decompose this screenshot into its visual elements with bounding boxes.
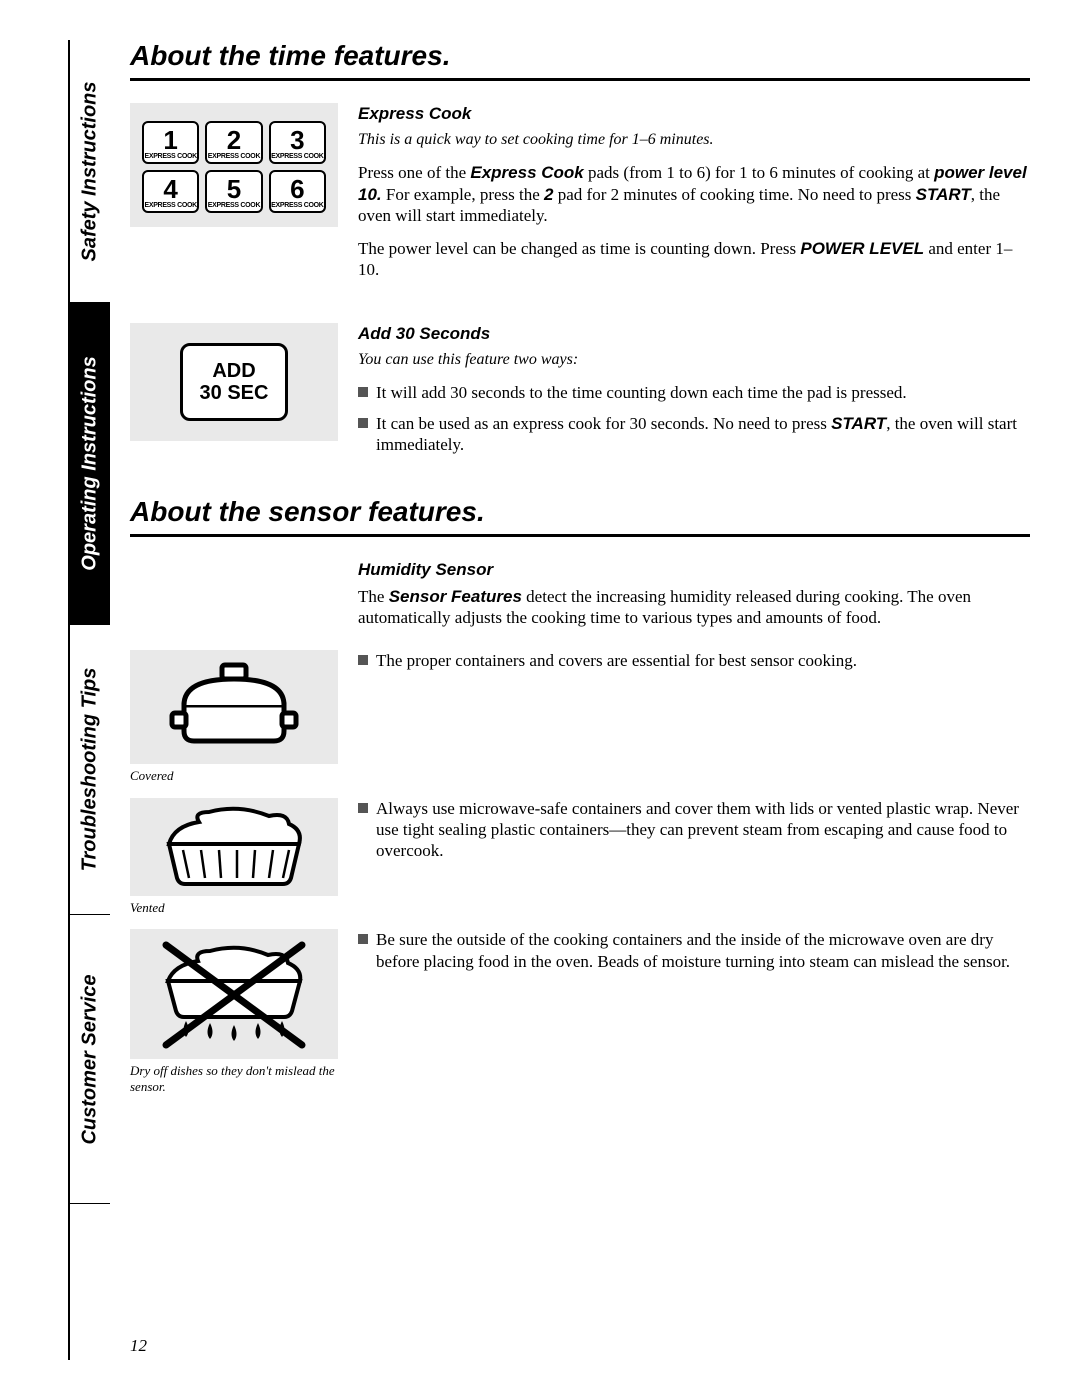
keypad-key-6: 6EXPRESS COOK	[269, 170, 326, 213]
heading-sensor-features: About the sensor features.	[130, 496, 1030, 537]
express-p1: Press one of the Express Cook pads (from…	[358, 162, 1030, 226]
section-dry-off: Dry off dishes so they don't mislead the…	[130, 929, 1030, 1108]
add30-bullet-1: It will add 30 seconds to the time count…	[358, 382, 1030, 403]
add30-lead: You can use this feature two ways:	[358, 350, 1030, 370]
add30-bullet-2: It can be used as an express cook for 30…	[358, 413, 1030, 456]
tab-troubleshooting[interactable]: Troubleshooting Tips	[70, 624, 110, 914]
dry-off-icon	[144, 931, 324, 1057]
express-p2: The power level can be changed as time i…	[358, 238, 1030, 281]
figure-add-30: ADD 30 SEC	[130, 323, 338, 466]
caption-covered: Covered	[130, 768, 338, 784]
figure-keypad: 1EXPRESS COOK 2EXPRESS COOK 3EXPRESS COO…	[130, 103, 338, 293]
section-vented: Vented Always use microwave-safe contain…	[130, 798, 1030, 930]
tab-label: Troubleshooting Tips	[79, 668, 102, 872]
tab-operating[interactable]: Operating Instructions	[70, 302, 110, 624]
keypad-key-2: 2EXPRESS COOK	[205, 121, 262, 164]
humidity-bullet-2: Always use microwave-safe containers and…	[358, 798, 1030, 862]
keypad-key-4: 4EXPRESS COOK	[142, 170, 199, 213]
page-content: About the time features. 1EXPRESS COOK 2…	[130, 40, 1030, 1139]
keypad-key-1: 1EXPRESS COOK	[142, 121, 199, 164]
sidebar: Safety Instructions Operating Instructio…	[70, 40, 110, 1360]
figure-covered-dish	[130, 650, 338, 764]
bullet-icon	[358, 387, 368, 397]
figure-dry-off	[130, 929, 338, 1059]
bullet-icon	[358, 655, 368, 665]
bullet-icon	[358, 803, 368, 813]
tab-customer-service[interactable]: Customer Service	[70, 914, 110, 1204]
subhead-express-cook: Express Cook	[358, 103, 1030, 124]
express-lead: This is a quick way to set cooking time …	[358, 130, 1030, 150]
tab-label: Customer Service	[79, 974, 102, 1144]
caption-vented: Vented	[130, 900, 338, 916]
caption-dry-off: Dry off dishes so they don't mislead the…	[130, 1063, 338, 1094]
figure-vented-dish	[130, 798, 338, 896]
vented-dish-icon	[149, 802, 319, 892]
tab-safety[interactable]: Safety Instructions	[70, 40, 110, 302]
bullet-icon	[358, 934, 368, 944]
tab-label: Safety Instructions	[79, 81, 102, 261]
covered-dish-icon	[154, 659, 314, 755]
section-covered: Covered The proper containers and covers…	[130, 650, 1030, 798]
tab-label: Operating Instructions	[79, 356, 102, 570]
heading-time-features: About the time features.	[130, 40, 1030, 81]
page-number: 12	[130, 1336, 147, 1356]
humidity-p1: The Sensor Features detect the increasin…	[358, 586, 1030, 629]
subhead-add-30: Add 30 Seconds	[358, 323, 1030, 344]
section-express-cook: 1EXPRESS COOK 2EXPRESS COOK 3EXPRESS COO…	[130, 103, 1030, 293]
section-humidity-sensor: Humidity Sensor The Sensor Features dete…	[130, 559, 1030, 641]
subhead-humidity: Humidity Sensor	[358, 559, 1030, 580]
bullet-icon	[358, 418, 368, 428]
humidity-bullet-1: The proper containers and covers are ess…	[358, 650, 1030, 671]
keypad-key-3: 3EXPRESS COOK	[269, 121, 326, 164]
keypad-key-5: 5EXPRESS COOK	[205, 170, 262, 213]
section-add-30-seconds: ADD 30 SEC Add 30 Seconds You can use th…	[130, 323, 1030, 466]
humidity-bullet-3: Be sure the outside of the cooking conta…	[358, 929, 1030, 972]
